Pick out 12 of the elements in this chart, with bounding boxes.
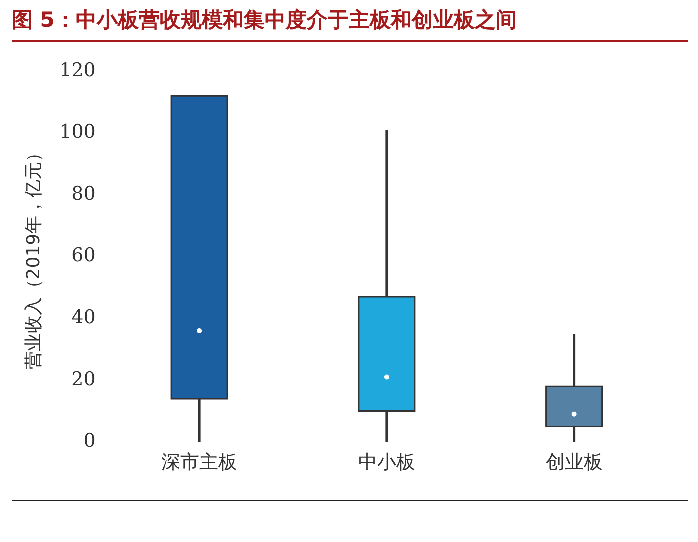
x-tick-label: 中小板 (358, 452, 416, 474)
chart-title: 图 5：中小板营收规模和集中度介于主板和创业板之间 (12, 6, 688, 42)
y-axis-title: 营业收入（2019年，亿元） (23, 144, 44, 370)
y-tick-label: 120 (60, 59, 96, 82)
x-tick-label: 创业板 (546, 452, 603, 474)
y-tick-label: 60 (72, 244, 96, 267)
y-tick-label: 80 (72, 182, 96, 205)
y-tick-label: 20 (72, 368, 96, 390)
x-tick-label: 深市主板 (162, 452, 238, 474)
y-tick-label: 40 (72, 306, 96, 329)
y-tick-label: 0 (84, 430, 96, 452)
y-tick-label: 100 (60, 121, 96, 144)
